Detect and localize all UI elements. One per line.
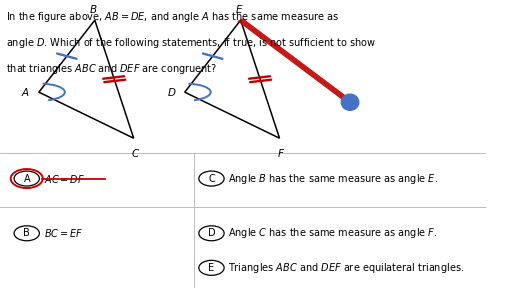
Text: C: C [208,174,215,183]
Text: $B$: $B$ [89,3,98,15]
Text: $A$: $A$ [22,86,30,98]
Text: $D$: $D$ [167,86,176,98]
Ellipse shape [342,94,359,110]
Text: that triangles $ABC$ and $DEF$ are congruent?: that triangles $ABC$ and $DEF$ are congr… [6,62,217,76]
Text: A: A [24,174,30,183]
Text: $F$: $F$ [277,147,285,159]
Text: D: D [208,228,215,238]
Text: $BC = EF$: $BC = EF$ [44,227,83,239]
Text: Angle $C$ has the same measure as angle $F$.: Angle $C$ has the same measure as angle … [228,226,438,240]
Text: Angle $B$ has the same measure as angle $E$.: Angle $B$ has the same measure as angle … [228,172,438,185]
Text: $C$: $C$ [131,147,140,159]
Text: Triangles $ABC$ and $DEF$ are equilateral triangles.: Triangles $ABC$ and $DEF$ are equilatera… [228,261,464,275]
Text: $AC = DF$: $AC = DF$ [44,173,85,185]
Text: E: E [208,263,215,273]
Text: B: B [24,228,30,238]
Text: angle $D$. Which of the following statements, if true, is not sufficient to show: angle $D$. Which of the following statem… [6,36,376,50]
Text: In the figure above, $AB = DE$, and angle $A$ has the same measure as: In the figure above, $AB = DE$, and angl… [6,10,339,24]
Text: $E$: $E$ [235,3,244,15]
